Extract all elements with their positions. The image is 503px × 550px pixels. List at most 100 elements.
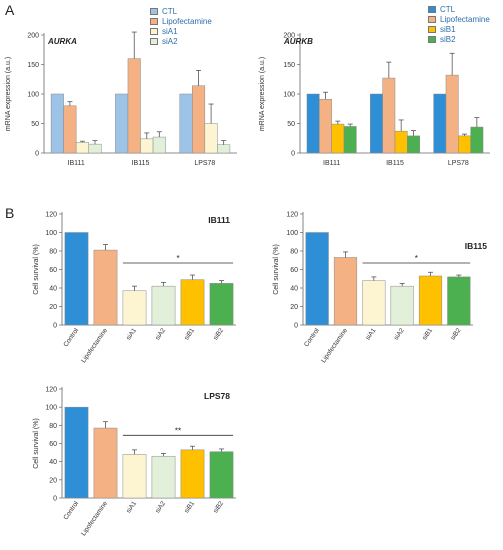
y-tick-label: 100 [45, 405, 57, 412]
y-tick-label: 20 [49, 477, 57, 484]
legend-swatch [428, 15, 436, 23]
bar-CTL-IB111 [306, 93, 320, 154]
legend-item: CTL [150, 6, 212, 16]
chart-aurkb: 0 50 100 150 200 mRNA expression (a.u.) IB111 I… [259, 33, 490, 167]
y-tick-label: 120 [45, 212, 57, 219]
legend-item: siB2 [428, 34, 490, 44]
bar-Lipofectamine-IB111 [63, 105, 77, 154]
chart-survival-ib115: 0 20 40 60 80 100 120 Cell survival (%) Control L… [273, 212, 487, 365]
legend-swatch [150, 7, 158, 15]
y-tick-label: 50 [287, 121, 295, 128]
y-tick-label: 150 [27, 62, 39, 69]
y-tick-label: 60 [49, 441, 57, 448]
bar-siB2-IB115 [407, 135, 420, 154]
bar-siA2 [151, 285, 176, 326]
x-tick-label: siA1 [125, 327, 138, 342]
legend-swatch [150, 17, 158, 25]
legend-aurka: CTL Lipofectamine siA1 siA2 [150, 6, 212, 46]
legend-swatch [428, 35, 436, 43]
legend-swatch [150, 27, 158, 35]
legend-label: CTL [162, 6, 178, 16]
x-tick-label: siB1 [183, 327, 196, 342]
y-tick-label: 0 [35, 151, 39, 158]
legend-swatch [150, 37, 158, 45]
x-tick-label: Lipofectamine [80, 500, 109, 537]
chart-title: IB111 [208, 215, 230, 225]
legend-label: Lipofectamine [440, 14, 490, 24]
y-tick-label: 20 [49, 304, 57, 311]
y-axis-label: Cell survival (%) [33, 418, 40, 469]
bar-siB2-LPS78 [470, 126, 484, 154]
y-tick-label: 0 [291, 151, 295, 158]
bar-Control [64, 232, 89, 326]
bar-siA2 [151, 455, 176, 499]
y-tick-label: 200 [27, 33, 39, 40]
y-axis-label: mRNA expression (a.u.) [259, 57, 266, 131]
significance-marker: * [176, 254, 179, 263]
y-tick-label: 80 [290, 249, 298, 256]
y-tick-label: 100 [286, 230, 298, 237]
chart-title: AURKB [283, 37, 313, 46]
x-tick-label: siB1 [183, 500, 196, 515]
significance-marker: ** [175, 426, 181, 435]
bar-siA1-LPS78 [204, 123, 218, 154]
chart-aurka: 0 50 100 150 200 mRNA expression (a.u.) IB111 I… [5, 31, 237, 167]
y-tick-label: 80 [49, 423, 57, 430]
chart-title: IB115 [465, 241, 487, 251]
legend-item: siB1 [428, 24, 490, 34]
significance-marker: * [415, 254, 418, 263]
legend-item: CTL [428, 4, 490, 14]
y-tick-label: 60 [290, 267, 298, 274]
legend-item: Lipofectamine [150, 16, 212, 26]
y-tick-label: 0 [294, 323, 298, 330]
bar-Lipofectamine-IB115 [127, 58, 141, 154]
bar-CTL-IB115 [115, 93, 129, 154]
y-tick-label: 80 [49, 249, 57, 256]
bar-siB1 [180, 279, 205, 326]
bar-siA1-IB115 [140, 138, 154, 154]
bar-Control [305, 232, 329, 326]
bar-siA1 [122, 290, 147, 326]
bar-Lipofectamine-IB111 [319, 99, 332, 154]
x-tick-label: siB2 [212, 327, 225, 342]
bar-Lipofectamine [333, 257, 358, 326]
bar-Lipofectamine-LPS78 [192, 85, 206, 154]
x-tick-label: siB1 [421, 327, 434, 342]
x-tick-label: IB111 [68, 160, 85, 167]
legend-item: Lipofectamine [428, 14, 490, 24]
y-tick-label: 0 [53, 323, 57, 330]
bar-siA1 [362, 280, 386, 326]
legend-item: siA1 [150, 26, 212, 36]
y-tick-label: 0 [53, 496, 57, 503]
x-tick-label: siA2 [393, 327, 406, 342]
bar-siA1-IB111 [75, 142, 89, 154]
bar-CTL-LPS78 [433, 93, 447, 154]
bar-siA2 [390, 285, 414, 326]
y-tick-label: 60 [49, 267, 57, 274]
y-tick-label: 40 [49, 286, 57, 293]
bar-siB2-IB111 [343, 126, 357, 154]
x-tick-label: Control [303, 327, 321, 349]
bar-siA2-LPS78 [217, 144, 231, 154]
legend-label: CTL [440, 4, 456, 14]
y-axis-label: mRNA expression (a.u.) [5, 57, 12, 131]
bar-siB1 [418, 275, 443, 326]
bar-Lipofectamine [93, 427, 118, 499]
x-tick-label: IB111 [323, 160, 340, 167]
bar-siB1 [180, 449, 205, 499]
legend-label: siB2 [440, 34, 456, 44]
y-tick-label: 120 [286, 212, 298, 219]
bar-siB2 [447, 276, 471, 326]
x-tick-label: siA2 [154, 327, 167, 342]
bar-Lipofectamine [93, 249, 118, 326]
bar-CTL-LPS78 [179, 93, 193, 154]
y-tick-label: 100 [27, 92, 39, 99]
bar-CTL-IB115 [370, 93, 383, 154]
y-axis-label: Cell survival (%) [33, 244, 40, 295]
legend-item: siA2 [150, 36, 212, 46]
chart-title: LPS78 [204, 391, 230, 401]
y-tick-label: 120 [45, 387, 57, 394]
x-tick-label: Control [62, 500, 80, 522]
bar-siB1-LPS78 [458, 135, 471, 154]
